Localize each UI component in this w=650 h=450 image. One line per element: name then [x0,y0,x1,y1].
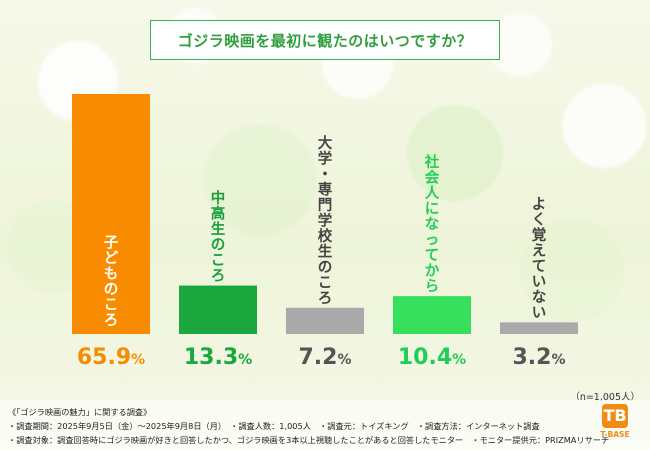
logo-text: T-BASE [600,430,630,439]
category-label-3: 大学・専門学校生のころ [318,134,333,307]
value-label-1: 65.9% [77,345,145,370]
bar-3 [286,307,364,334]
footer-survey-target: ・調査対象：調査回答時にゴジラ映画が好きと回答したかつ、ゴジラ映画を3本以上視聴… [8,435,610,445]
category-label-4: 社会人になってから [424,153,440,295]
footer-survey-details: ・調査期間：2025年9月5日（金）～2025年9月8日（月） ・調査人数：1,… [8,421,540,431]
category-label-2: 中高生のころ [211,189,226,285]
bar-2 [179,285,257,334]
category-label-5: よく覚えていない [532,196,547,322]
tbase-logo: TB T-BASE [594,404,636,444]
value-label-5: 3.2% [512,345,565,370]
value-label-2: 13.3% [184,345,252,370]
chart-title: ゴジラ映画を最初に観たのはいつですか？ [150,20,500,60]
value-label-3: 7.2% [298,345,351,370]
bar-1 [72,94,150,334]
category-label-1: 子どものころ [104,235,119,330]
sample-size-note: （n=1,005人） [570,392,640,403]
bar-5 [500,322,578,334]
footer: 《「ゴジラ映画の魅力」に関する調査》 ・調査期間：2025年9月5日（金）～20… [0,400,650,450]
bar-chart: 子どものころ 65.9% 中高生のころ 13.3% 大学・専門学校生のころ 7.2% 社会人… [72,94,578,370]
value-label-4: 10.4% [398,345,466,370]
bar-4 [393,296,471,334]
logo-mark: TB [602,404,628,428]
footer-survey-title: 《「ゴジラ映画の魅力」に関する調査》 [8,407,152,417]
